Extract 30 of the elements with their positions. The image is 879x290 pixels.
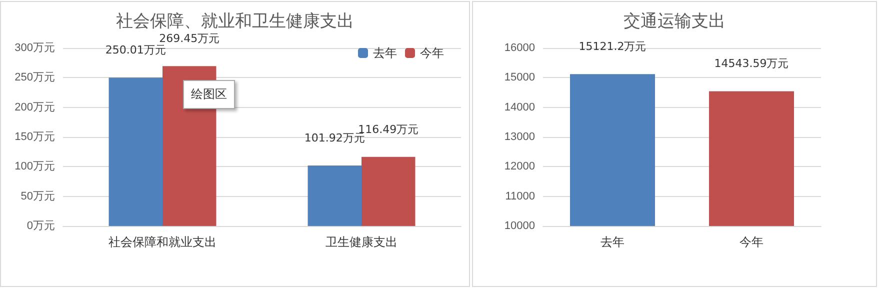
chart-title: 社会保障、就业和卫生健康支出 — [116, 12, 354, 32]
x-tick-label: 社会保障和就业支出 — [108, 235, 216, 249]
y-tick-label: 250万元 — [14, 72, 55, 84]
bar — [308, 166, 362, 226]
y-tick-label: 11000 — [505, 190, 535, 202]
x-tick-label: 卫生健康支出 — [326, 235, 398, 249]
y-tick-label: 14000 — [504, 101, 535, 114]
y-tick-label: 150万元 — [14, 131, 55, 143]
y-tick-label: 50万元 — [20, 190, 55, 202]
data-label: 269.45万元 — [159, 32, 220, 46]
chart-title: 交通运输支出 — [624, 12, 726, 32]
y-tick-label: 300万元 — [14, 42, 55, 54]
legend-label: 去年 — [373, 46, 397, 60]
y-tick-label: 13000 — [504, 131, 535, 143]
y-tick-label: 0万元 — [26, 220, 55, 232]
y-tick-label: 15000 — [504, 72, 535, 84]
data-label: 14543.59万元 — [714, 57, 789, 70]
y-tick-label: 100万元 — [14, 160, 55, 173]
x-tick-label: 今年 — [740, 235, 764, 249]
legend-label: 今年 — [420, 46, 444, 60]
y-tick-label: 200万元 — [14, 101, 55, 114]
bar — [362, 156, 416, 226]
data-label: 15121.2万元 — [578, 40, 646, 54]
y-tick-label: 10000 — [504, 220, 535, 232]
bar — [108, 78, 162, 226]
y-tick-label: 16000 — [504, 42, 535, 54]
y-tick-label: 12000 — [504, 160, 535, 173]
data-label: 250.01万元 — [105, 44, 166, 57]
tooltip-box: 绘图区 — [183, 80, 235, 109]
x-tick-label: 去年 — [600, 235, 624, 249]
